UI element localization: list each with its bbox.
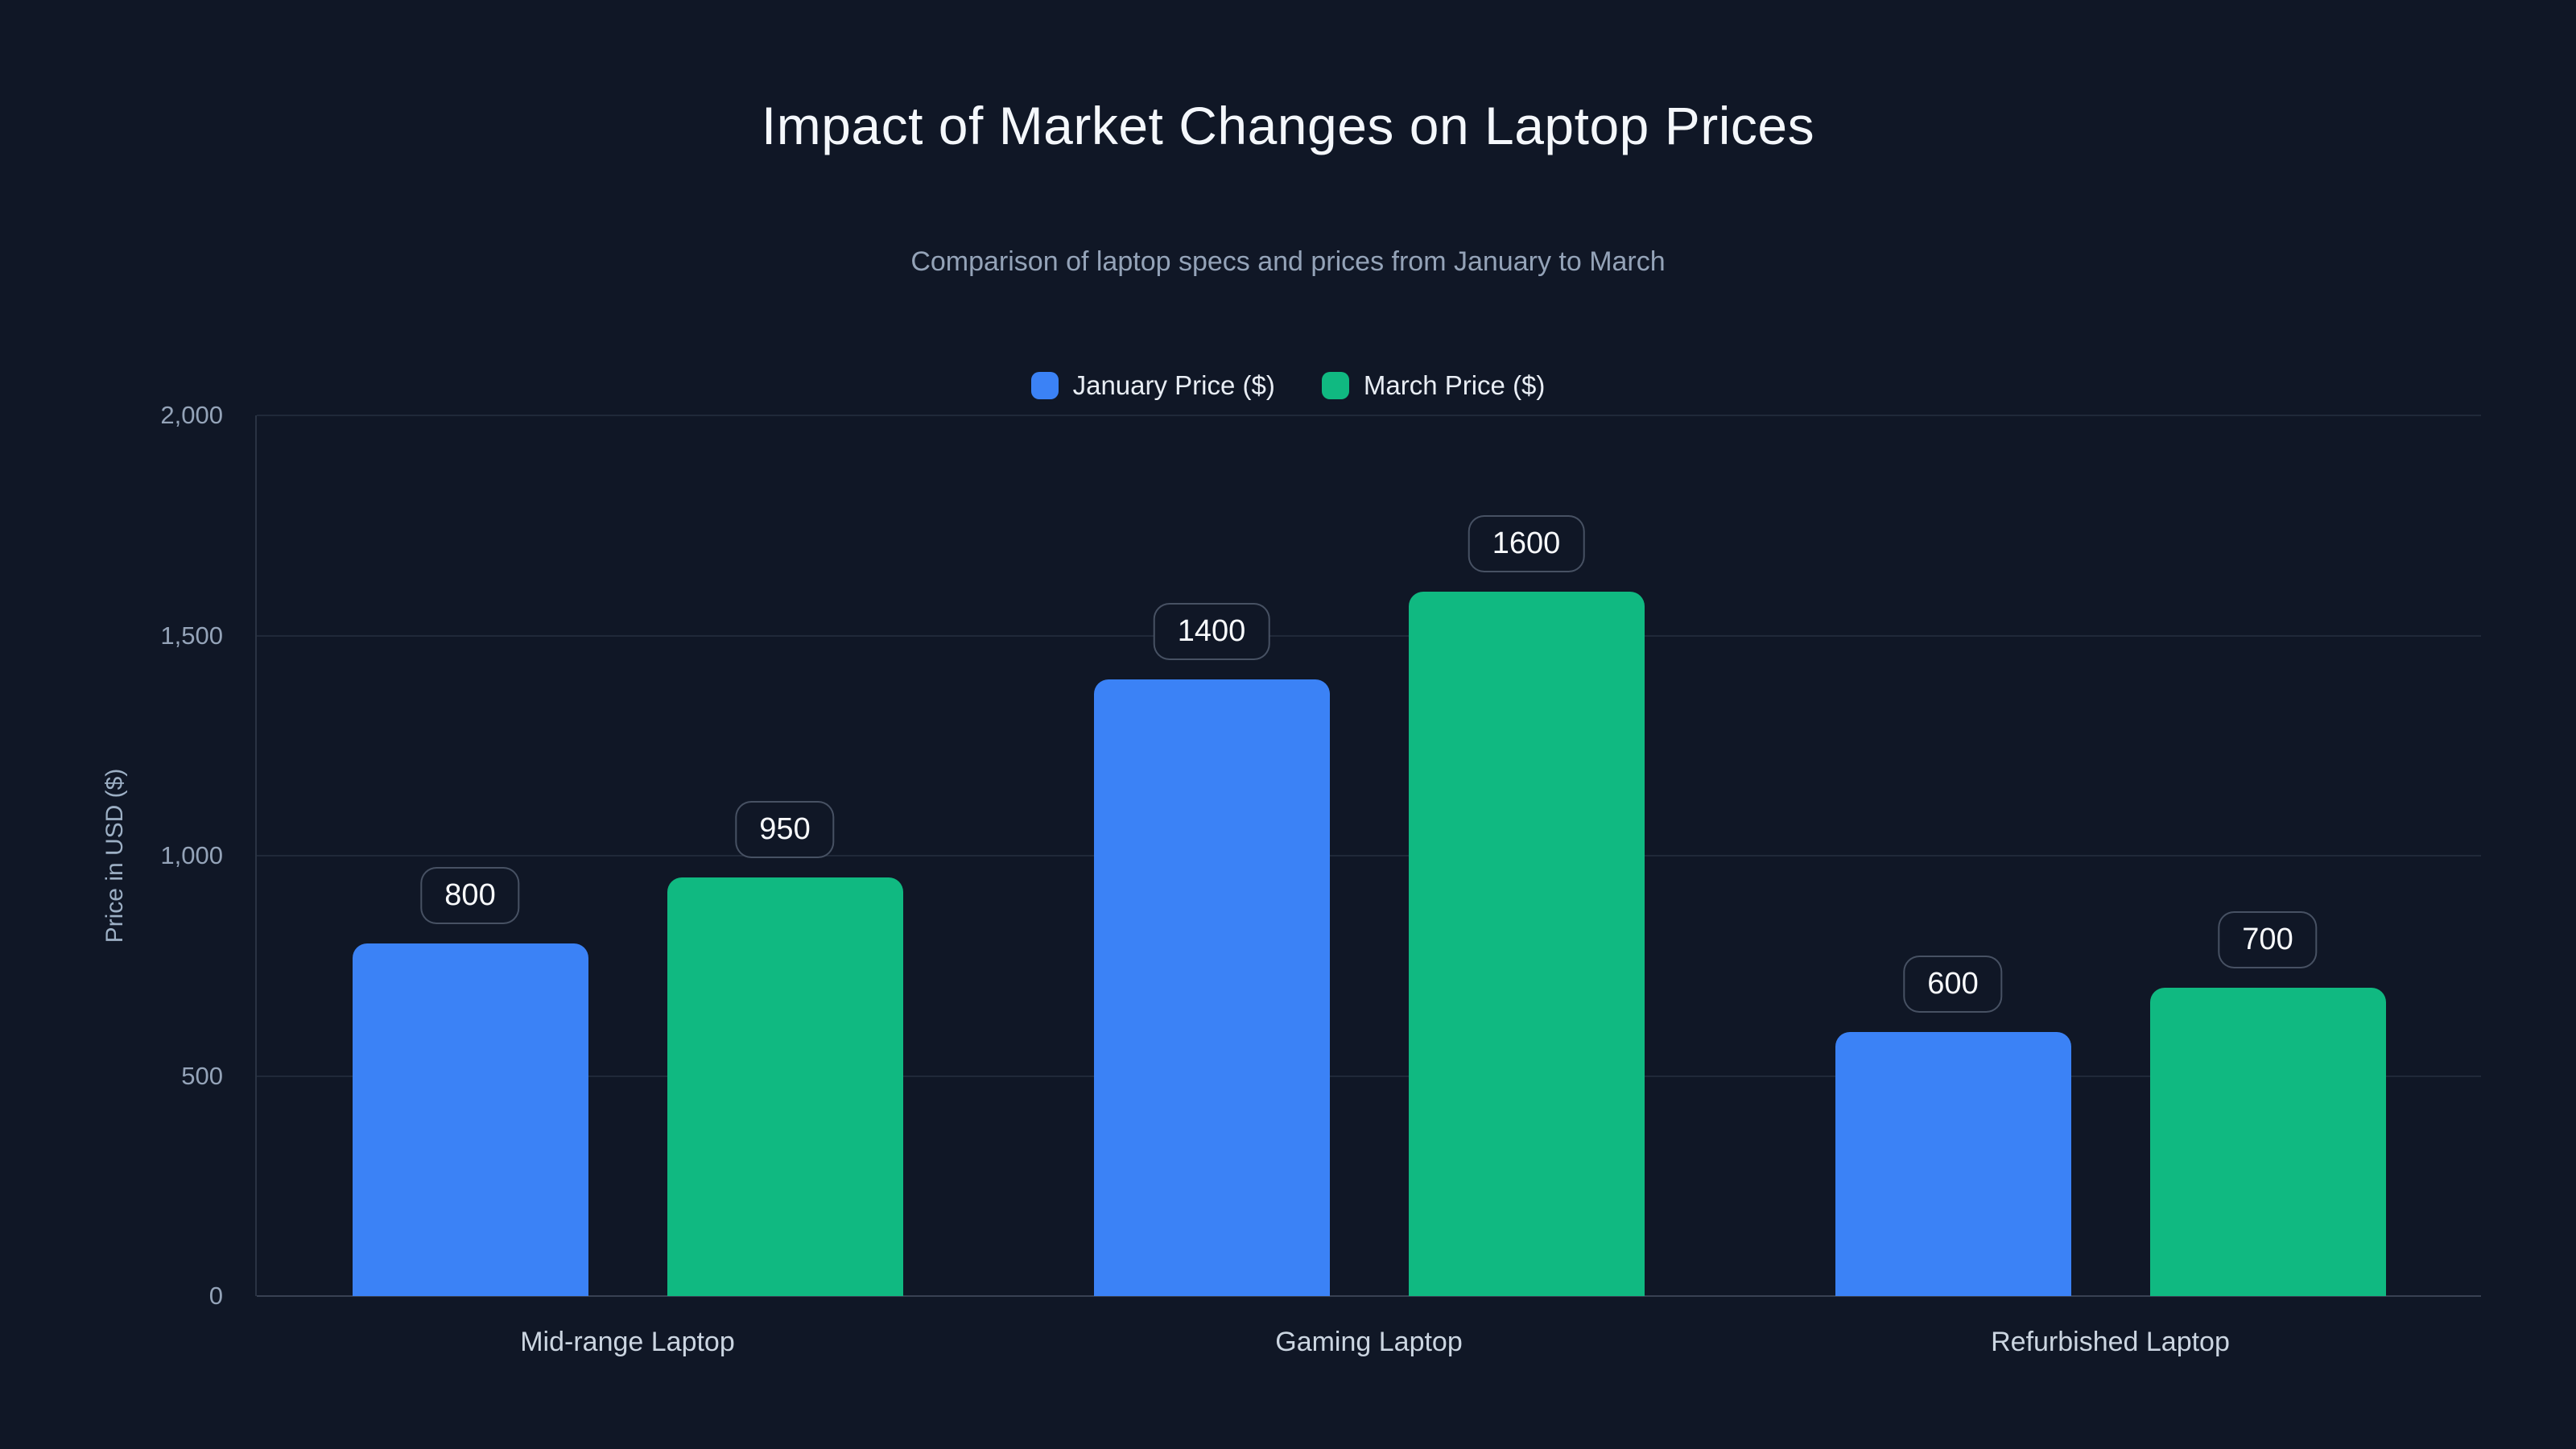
category-band-refurbished: 600 700: [1740, 415, 2481, 1296]
value-chip-january-mid-range: 800: [420, 867, 520, 925]
y-axis-title: Price in USD ($): [101, 768, 128, 943]
value-chip-march-mid-range: 950: [735, 801, 835, 859]
value-chip-january-refurbished: 600: [1903, 955, 2003, 1013]
bar-january-refurbished[interactable]: 600: [1835, 955, 2071, 1296]
gridline-1000: [257, 855, 2481, 857]
bar-march-refurbished[interactable]: 700: [2149, 911, 2386, 1296]
legend-item-march[interactable]: March Price ($): [1321, 370, 1546, 401]
value-chip-january-gaming: 1400: [1153, 603, 1270, 661]
legend-swatch-january-icon: [1030, 372, 1059, 399]
y-tick-label-500: 500: [181, 1061, 223, 1090]
chart-subtitle: Comparison of laptop specs and prices fr…: [910, 246, 1666, 277]
y-tick-label-1000: 1,000: [160, 841, 223, 869]
value-chip-march-gaming: 1600: [1468, 514, 1585, 572]
legend-label-january: January Price ($): [1072, 370, 1275, 400]
gridline-500: [257, 1075, 2481, 1077]
x-label-refurbished: Refurbished Laptop: [1991, 1327, 2230, 1357]
y-tick-label-0: 0: [208, 1282, 223, 1310]
bar-january-gaming[interactable]: 1400: [1093, 603, 1330, 1296]
value-chip-march-refurbished: 700: [2218, 911, 2318, 969]
category-band-gaming: 1400 1600: [998, 415, 1740, 1296]
legend: January Price ($) March Price ($): [0, 370, 2576, 401]
bar-groups: 800 950 1400 1600 600 700: [257, 415, 2481, 1296]
category-band-mid-range: 800 950: [257, 415, 998, 1296]
plot-area: 2,000 1,500 1,000 500 0 800 950 1400 160…: [160, 401, 2481, 1357]
gridline-2000: [257, 415, 2481, 416]
legend-item-january[interactable]: January Price ($): [1030, 370, 1275, 401]
bar-march-gaming[interactable]: 1600: [1408, 514, 1645, 1296]
legend-label-march: March Price ($): [1363, 370, 1546, 400]
gridline-baseline: [257, 1295, 2481, 1297]
gridline-1500: [257, 634, 2481, 637]
x-axis-labels: Mid-range Laptop Gaming Laptop Refurbish…: [257, 1327, 2481, 1358]
y-tick-label-1500: 1,500: [160, 621, 223, 650]
x-label-gaming: Gaming Laptop: [1275, 1327, 1463, 1357]
bar-march-mid-range[interactable]: 950: [667, 801, 903, 1296]
legend-swatch-march-icon: [1321, 372, 1349, 399]
x-label-mid-range: Mid-range Laptop: [520, 1327, 735, 1357]
bar-january-mid-range[interactable]: 800: [352, 867, 588, 1296]
chart-title: Impact of Market Changes on Laptop Price…: [761, 96, 1815, 155]
y-tick-label-2000: 2,000: [160, 401, 223, 429]
